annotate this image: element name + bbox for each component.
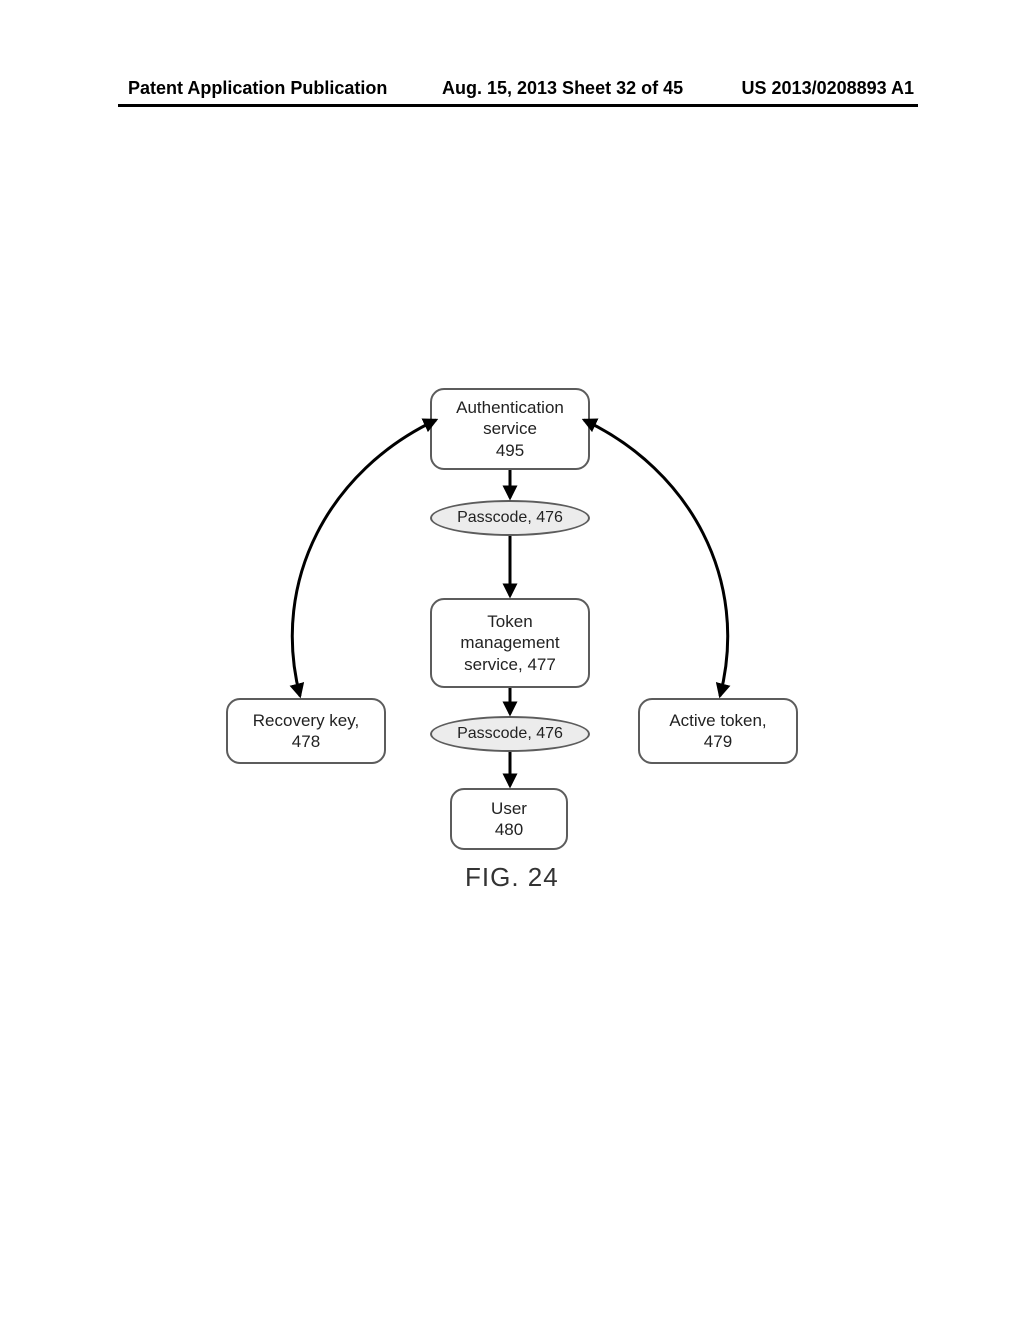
- node-label: 478: [292, 732, 320, 751]
- node-label: Authentication: [456, 398, 564, 417]
- node-token-management-service: Token management service, 477: [430, 598, 590, 688]
- node-label: management: [460, 633, 559, 652]
- pill-passcode-top: Passcode, 476: [430, 500, 590, 536]
- node-label: Active token,: [669, 711, 766, 730]
- header-rule: [118, 104, 918, 107]
- node-label: Recovery key,: [253, 711, 359, 730]
- node-label: 495: [496, 441, 524, 460]
- node-recovery-key: Recovery key, 478: [226, 698, 386, 764]
- node-label: 479: [704, 732, 732, 751]
- figure-caption: FIG. 24: [465, 862, 559, 893]
- node-label: service, 477: [464, 655, 556, 674]
- pill-label: Passcode, 476: [457, 509, 563, 527]
- node-user: User 480: [450, 788, 568, 850]
- node-active-token: Active token, 479: [638, 698, 798, 764]
- edge: [584, 420, 728, 696]
- page: Patent Application Publication Aug. 15, …: [0, 0, 1024, 1320]
- header-right: US 2013/0208893 A1: [742, 78, 914, 99]
- pill-passcode-bottom: Passcode, 476: [430, 716, 590, 752]
- node-authentication-service: Authentication service 495: [430, 388, 590, 470]
- node-label: 480: [495, 820, 523, 839]
- edge: [292, 420, 436, 696]
- node-label: service: [483, 419, 537, 438]
- node-label: Token: [487, 612, 532, 631]
- node-label: User: [491, 799, 527, 818]
- header-left: Patent Application Publication: [128, 78, 387, 99]
- pill-label: Passcode, 476: [457, 725, 563, 743]
- header-mid: Aug. 15, 2013 Sheet 32 of 45: [442, 78, 683, 99]
